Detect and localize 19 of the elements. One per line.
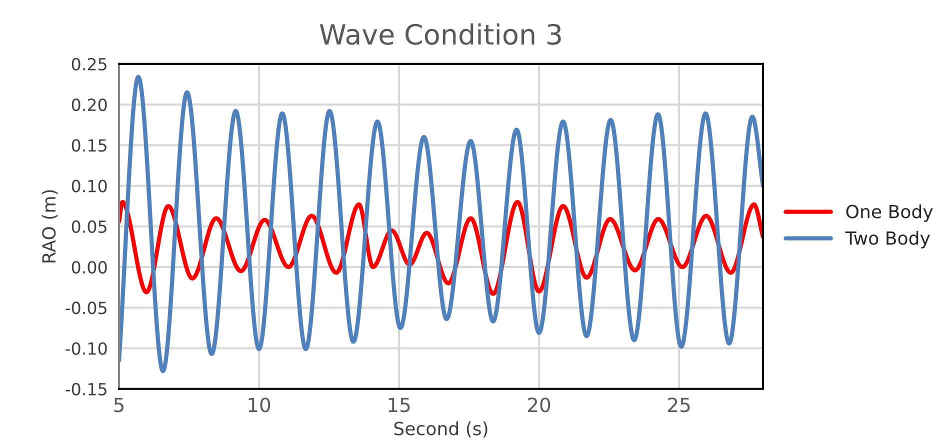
legend-label: One Body bbox=[846, 204, 933, 222]
y-tick-label: -0.15 bbox=[66, 382, 106, 396]
x-tick-label: 5 bbox=[114, 398, 124, 412]
y-tick-label: 0.05 bbox=[72, 220, 106, 233]
x-tick-label: 25 bbox=[668, 398, 690, 412]
y-tick-label: 0.20 bbox=[72, 98, 107, 112]
legend-label: Two Body bbox=[845, 230, 930, 248]
y-tick-label: -0.10 bbox=[66, 342, 107, 355]
x-tick-label: 20 bbox=[528, 398, 550, 412]
x-tick-label: 15 bbox=[388, 398, 410, 412]
y-tick-label: 0.25 bbox=[72, 58, 106, 70]
y-tick-label: 0.15 bbox=[72, 139, 106, 152]
chart-title: Wave Condition 3 bbox=[320, 23, 561, 45]
y-axis-title: RAO (m) bbox=[42, 190, 58, 262]
x-tick-label: 10 bbox=[248, 398, 270, 412]
y-tick-label: -0.05 bbox=[66, 302, 106, 314]
y-tick-label: 0.00 bbox=[72, 260, 107, 274]
y-tick-label: 0.10 bbox=[72, 180, 107, 192]
x-axis-title: Second (s) bbox=[394, 421, 488, 438]
